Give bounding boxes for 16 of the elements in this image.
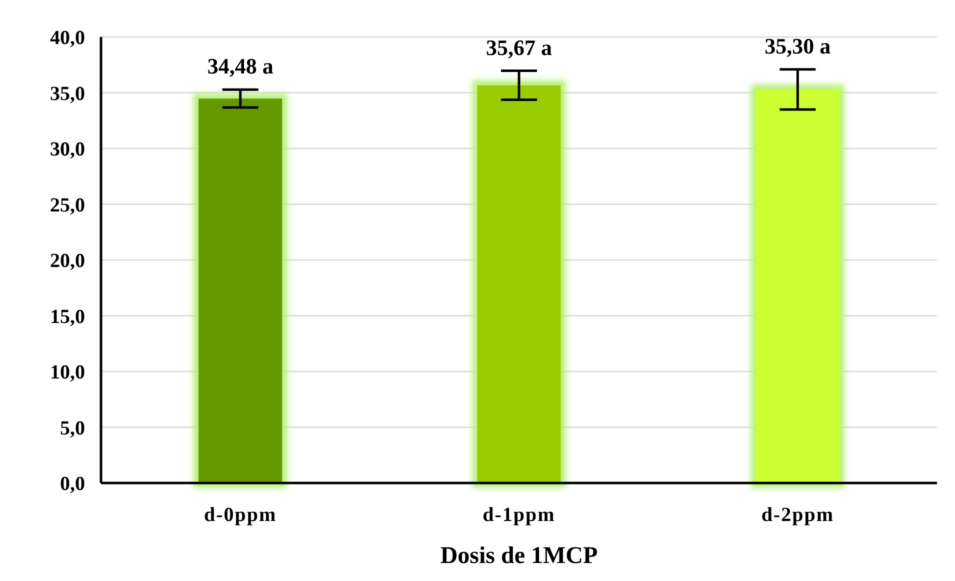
data-label: 35,67 a xyxy=(486,34,552,60)
data-label: 34,48 a xyxy=(207,54,274,79)
y-tick-label: 20,0 xyxy=(50,250,85,272)
x-axis-title: Dosis de 1MCP xyxy=(440,543,598,569)
y-tick-label: 35,0 xyxy=(50,82,85,105)
y-tick-label: 0,0 xyxy=(60,473,85,495)
data-label: 35,30 a xyxy=(764,33,831,58)
x-tick-label: d-1ppm xyxy=(482,504,556,526)
y-tick-label: 10,0 xyxy=(50,362,85,384)
y-tick-label: 15,0 xyxy=(50,306,85,328)
y-tick-label: 40,0 xyxy=(50,27,85,49)
y-tick-label: 5,0 xyxy=(60,417,85,440)
x-tick-label: d-0ppm xyxy=(204,504,277,526)
y-tick-label: 25,0 xyxy=(50,194,85,216)
y-tick-label: 30,0 xyxy=(50,138,85,160)
x-tick-label: d-2ppm xyxy=(761,504,834,526)
